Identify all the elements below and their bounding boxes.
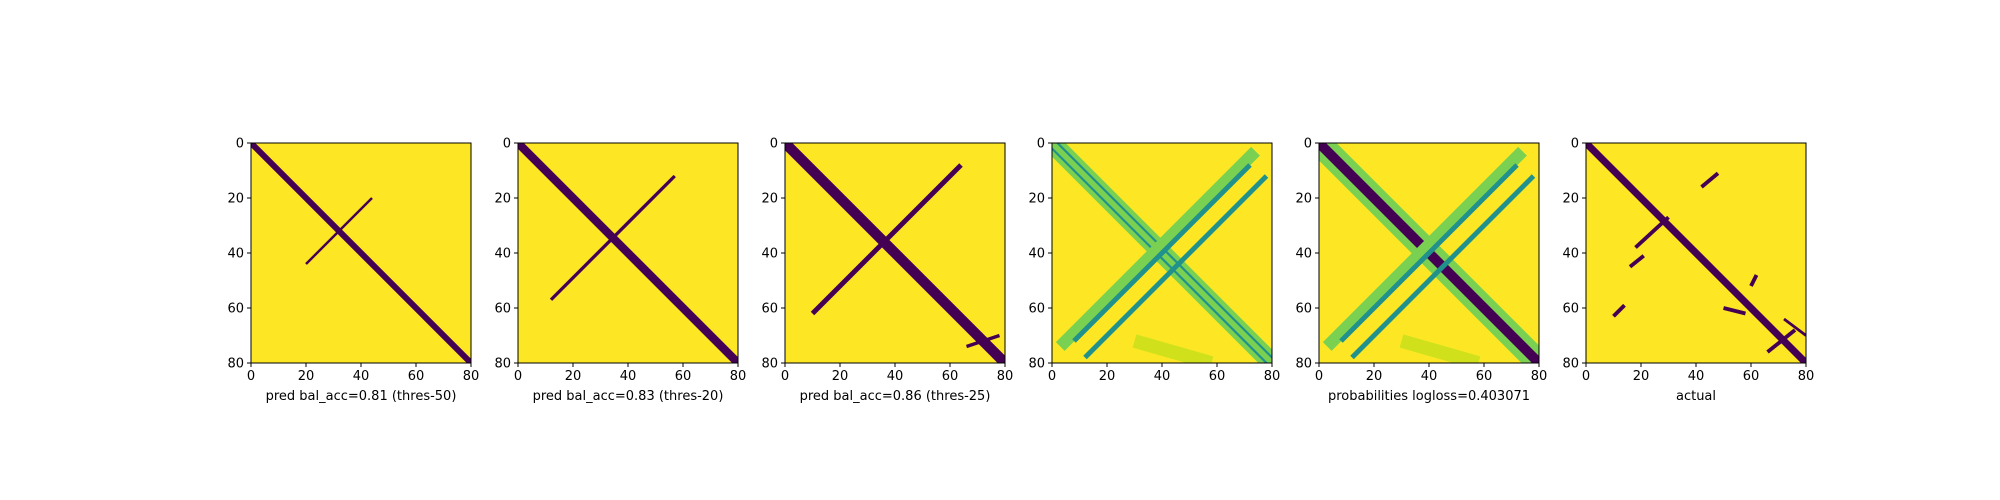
y-tick-label: 20	[761, 192, 778, 207]
y-tick-label: 0	[770, 137, 778, 152]
x-axis-label: pred bal_acc=0.81 (thres-50)	[266, 389, 457, 404]
x-tick-label: 60	[408, 369, 425, 384]
y-tick-label: 20	[494, 192, 511, 207]
x-axis-label: pred bal_acc=0.83 (thres-20)	[533, 389, 724, 404]
x-tick-label: 80	[1264, 369, 1281, 384]
contact-band	[1586, 143, 1806, 363]
contact-band	[1399, 334, 1481, 363]
contact-band	[1083, 174, 1269, 360]
contact-band	[965, 333, 1001, 349]
y-tick-label: 0	[1571, 137, 1579, 152]
contact-band	[1322, 146, 1527, 351]
x-tick-label: 0	[247, 369, 255, 384]
y-tick-label: 0	[1037, 137, 1045, 152]
y-tick-label: 40	[761, 247, 778, 262]
contact-band	[549, 174, 676, 301]
x-tick-label: 80	[1531, 369, 1548, 384]
x-tick-label: 80	[730, 369, 747, 384]
x-tick-label: 40	[1154, 369, 1171, 384]
y-tick-label: 80	[761, 357, 778, 372]
x-tick-label: 20	[832, 369, 849, 384]
x-tick-label: 40	[1421, 369, 1438, 384]
contact-band	[305, 197, 373, 265]
x-tick-label: 40	[353, 369, 370, 384]
y-tick-label: 20	[1295, 192, 1312, 207]
x-tick-label: 20	[1099, 369, 1116, 384]
contact-band	[1723, 306, 1746, 316]
y-tick-label: 60	[494, 302, 511, 317]
contact-band	[1072, 163, 1252, 343]
y-tick-label: 60	[761, 302, 778, 317]
contact-band	[785, 143, 1005, 363]
x-tick-label: 0	[1048, 369, 1056, 384]
x-tick-label: 40	[1688, 369, 1705, 384]
y-tick-label: 20	[227, 192, 244, 207]
y-tick-label: 40	[494, 247, 511, 262]
x-tick-label: 20	[565, 369, 582, 384]
y-tick-label: 20	[1028, 192, 1045, 207]
panel-4: 0 0 20 20 40 40 60 60 80 80	[1028, 137, 1280, 385]
x-tick-label: 60	[675, 369, 692, 384]
y-tick-label: 0	[503, 137, 511, 152]
x-tick-label: 40	[620, 369, 637, 384]
x-tick-label: 80	[997, 369, 1014, 384]
x-tick-label: 60	[1209, 369, 1226, 384]
contact-band	[1055, 146, 1260, 351]
x-tick-label: 40	[887, 369, 904, 384]
contact-band	[1339, 163, 1519, 343]
x-axis-label: pred bal_acc=0.86 (thres-25)	[800, 389, 991, 404]
contact-band	[251, 143, 471, 363]
y-tick-label: 60	[227, 302, 244, 317]
panel-3: 0 0 20 20 40 40 60 60 80 80 pred bal_acc=0.86 (thr…	[761, 137, 1013, 405]
contact-band	[1350, 174, 1536, 360]
y-tick-label: 80	[494, 357, 511, 372]
y-tick-label: 60	[1295, 302, 1312, 317]
y-tick-label: 0	[236, 137, 244, 152]
x-axis-label: probabilities logloss=0.403071	[1328, 389, 1530, 404]
x-tick-label: 0	[781, 369, 789, 384]
contact-band	[1612, 303, 1626, 318]
x-tick-label: 0	[1315, 369, 1323, 384]
panel-6: 0 0 20 20 40 40 60 60 80 80 actual	[1562, 137, 1814, 405]
y-tick-label: 0	[1304, 137, 1312, 152]
y-tick-label: 80	[1295, 357, 1312, 372]
contact-band	[1766, 328, 1797, 354]
y-tick-label: 60	[1562, 302, 1579, 317]
contact-band	[518, 143, 738, 363]
contact-band	[1628, 254, 1645, 269]
contact-band	[810, 163, 963, 316]
y-tick-label: 80	[1028, 357, 1045, 372]
x-tick-label: 80	[1798, 369, 1815, 384]
contact-band	[1634, 215, 1670, 249]
contact-band	[1700, 171, 1720, 189]
y-tick-label: 80	[1562, 357, 1579, 372]
contact-band	[1749, 274, 1759, 287]
x-tick-label: 20	[1366, 369, 1383, 384]
x-axis-label: actual	[1676, 389, 1716, 404]
panel-2: 0 0 20 20 40 40 60 60 80 80 pred bal_acc=0.83 (thr…	[494, 137, 746, 405]
y-tick-label: 80	[227, 357, 244, 372]
panel-1: 0 0 20 20 40 40 60 60 80 80 pred bal_acc=0.81 (thr…	[227, 137, 479, 405]
y-tick-label: 40	[1562, 247, 1579, 262]
y-tick-label: 40	[1295, 247, 1312, 262]
y-tick-label: 40	[227, 247, 244, 262]
contact-band	[1132, 334, 1214, 363]
x-tick-label: 0	[514, 369, 522, 384]
x-tick-label: 60	[1476, 369, 1493, 384]
x-tick-label: 0	[1582, 369, 1590, 384]
x-tick-label: 20	[298, 369, 315, 384]
y-tick-label: 40	[1028, 247, 1045, 262]
contact-band	[1783, 317, 1806, 337]
x-tick-label: 20	[1633, 369, 1650, 384]
y-tick-label: 20	[1562, 192, 1579, 207]
y-tick-label: 60	[1028, 302, 1045, 317]
x-tick-label: 60	[942, 369, 959, 384]
x-tick-label: 80	[463, 369, 480, 384]
x-tick-label: 60	[1743, 369, 1760, 384]
